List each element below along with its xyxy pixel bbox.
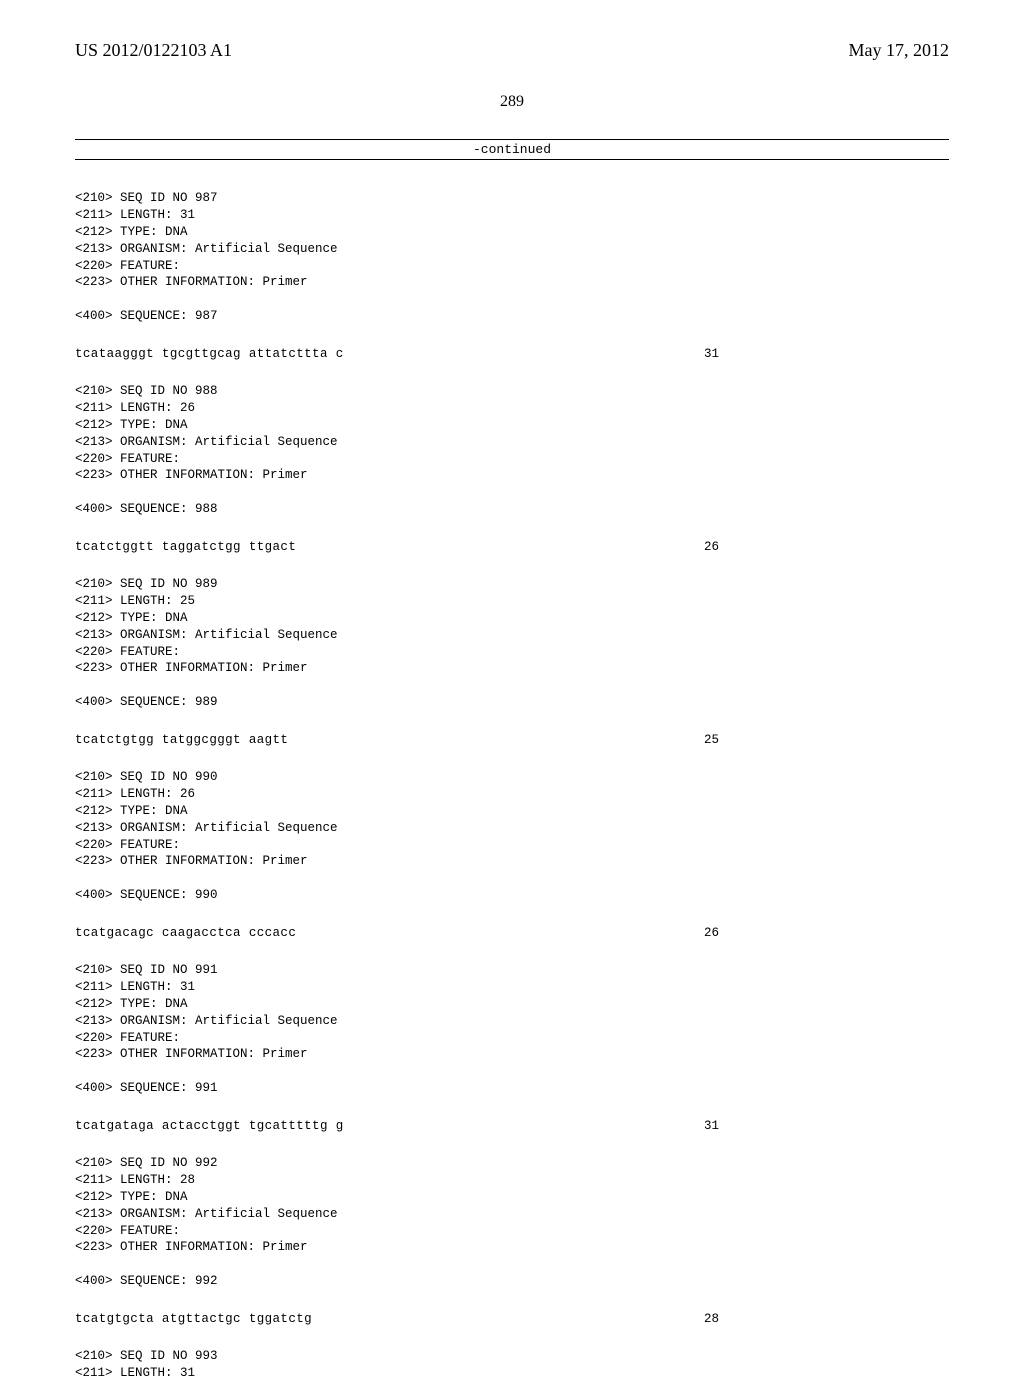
- sequence-text: tcatgataga actacctggt tgcatttttg g: [75, 1119, 344, 1133]
- sequence-entry: <210> SEQ ID NO 988 <211> LENGTH: 26 <21…: [75, 383, 949, 518]
- sequence-line: tcatctgtgg tatggcgggt aagtt 25: [75, 733, 949, 747]
- sequence-text: tcatctggtt taggatctgg ttgact: [75, 540, 296, 554]
- sequence-line: tcatctggtt taggatctgg ttgact 26: [75, 540, 949, 554]
- sequence-count: 31: [704, 1119, 949, 1133]
- sequence-text: tcatgacagc caagacctca cccacc: [75, 926, 296, 940]
- sequence-text: tcatgtgcta atgttactgc tggatctg: [75, 1312, 312, 1326]
- sequence-count: 28: [704, 1312, 949, 1326]
- sequence-entry: <210> SEQ ID NO 990 <211> LENGTH: 26 <21…: [75, 769, 949, 904]
- sequence-line: tcatgtgcta atgttactgc tggatctg 28: [75, 1312, 949, 1326]
- continued-divider: -continued: [75, 139, 949, 160]
- sequence-count: 26: [704, 540, 949, 554]
- page-container: US 2012/0122103 A1 May 17, 2012 289 -con…: [0, 0, 1024, 1320]
- page-number: 289: [75, 93, 949, 111]
- sequence-count: 26: [704, 926, 949, 940]
- sequence-listing: <210> SEQ ID NO 987 <211> LENGTH: 31 <21…: [75, 190, 949, 1382]
- sequence-entry: <210> SEQ ID NO 987 <211> LENGTH: 31 <21…: [75, 190, 949, 325]
- continued-label: -continued: [473, 142, 551, 157]
- sequence-line: tcataagggt tgcgttgcag attatcttta c 31: [75, 347, 949, 361]
- sequence-entry: <210> SEQ ID NO 989 <211> LENGTH: 25 <21…: [75, 576, 949, 711]
- sequence-text: tcatctgtgg tatggcgggt aagtt: [75, 733, 288, 747]
- sequence-count: 25: [704, 733, 949, 747]
- sequence-text: tcataagggt tgcgttgcag attatcttta c: [75, 347, 344, 361]
- page-header: US 2012/0122103 A1 May 17, 2012: [75, 40, 949, 61]
- sequence-entry: <210> SEQ ID NO 991 <211> LENGTH: 31 <21…: [75, 962, 949, 1097]
- publication-date: May 17, 2012: [849, 40, 950, 61]
- sequence-count: 31: [704, 347, 949, 361]
- sequence-entry-partial: <210> SEQ ID NO 993 <211> LENGTH: 31: [75, 1348, 949, 1382]
- sequence-entry: <210> SEQ ID NO 992 <211> LENGTH: 28 <21…: [75, 1155, 949, 1290]
- publication-number: US 2012/0122103 A1: [75, 40, 232, 61]
- sequence-line: tcatgacagc caagacctca cccacc 26: [75, 926, 949, 940]
- sequence-line: tcatgataga actacctggt tgcatttttg g 31: [75, 1119, 949, 1133]
